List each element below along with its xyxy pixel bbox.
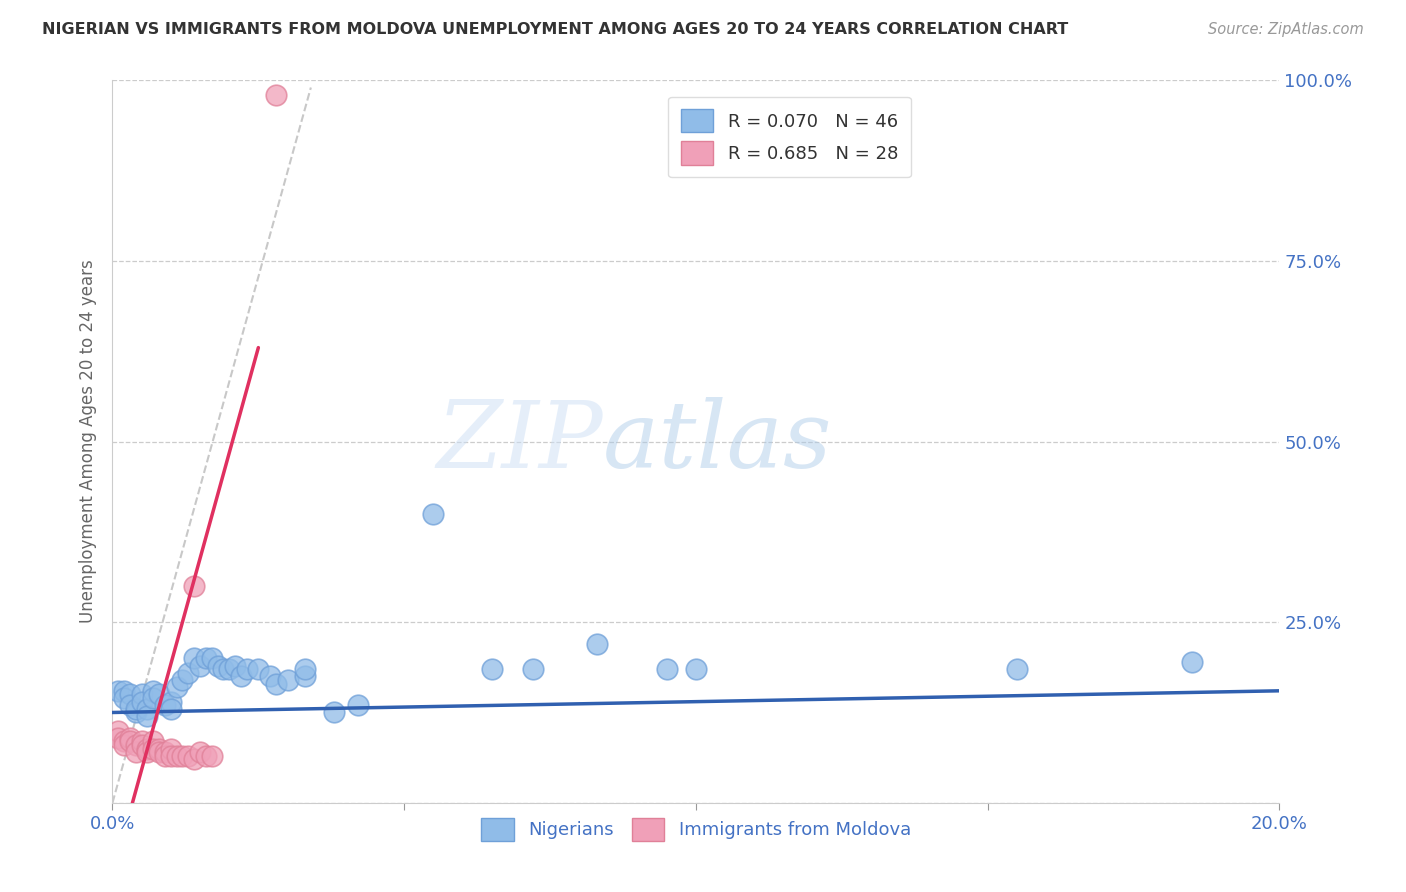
Point — [131, 738, 153, 752]
Point — [160, 695, 183, 709]
Point — [685, 662, 707, 676]
Point — [112, 691, 135, 706]
Point — [172, 673, 194, 687]
Point — [142, 741, 165, 756]
Point — [177, 665, 200, 680]
Point — [294, 662, 316, 676]
Point — [194, 748, 217, 763]
Point — [107, 731, 129, 745]
Point — [112, 734, 135, 748]
Point — [166, 680, 188, 694]
Point — [160, 741, 183, 756]
Point — [224, 658, 246, 673]
Point — [323, 706, 346, 720]
Point — [148, 745, 170, 759]
Point — [153, 748, 176, 763]
Point — [107, 723, 129, 738]
Point — [125, 745, 148, 759]
Text: Source: ZipAtlas.com: Source: ZipAtlas.com — [1208, 22, 1364, 37]
Legend: Nigerians, Immigrants from Moldova: Nigerians, Immigrants from Moldova — [474, 810, 918, 848]
Text: ZIP: ZIP — [436, 397, 603, 486]
Point — [125, 702, 148, 716]
Point — [229, 669, 252, 683]
Point — [125, 706, 148, 720]
Point — [201, 748, 224, 763]
Point — [142, 691, 165, 706]
Point — [148, 741, 170, 756]
Point — [125, 738, 148, 752]
Point — [183, 579, 205, 593]
Point — [1181, 655, 1204, 669]
Point — [136, 745, 159, 759]
Point — [422, 507, 444, 521]
Point — [247, 662, 270, 676]
Point — [112, 683, 135, 698]
Text: atlas: atlas — [603, 397, 832, 486]
Point — [188, 658, 211, 673]
Point — [585, 637, 607, 651]
Point — [346, 698, 368, 713]
Point — [194, 651, 217, 665]
Point — [172, 748, 194, 763]
Point — [148, 687, 170, 701]
Point — [118, 687, 141, 701]
Point — [160, 748, 183, 763]
Point — [136, 741, 159, 756]
Point — [107, 683, 129, 698]
Text: NIGERIAN VS IMMIGRANTS FROM MOLDOVA UNEMPLOYMENT AMONG AGES 20 TO 24 YEARS CORRE: NIGERIAN VS IMMIGRANTS FROM MOLDOVA UNEM… — [42, 22, 1069, 37]
Point — [166, 748, 188, 763]
Point — [276, 673, 298, 687]
Point — [118, 734, 141, 748]
Point — [294, 669, 316, 683]
Point — [207, 658, 229, 673]
Point — [183, 651, 205, 665]
Point — [177, 748, 200, 763]
Point — [142, 683, 165, 698]
Point — [218, 662, 240, 676]
Point — [481, 662, 503, 676]
Point — [264, 676, 287, 690]
Point — [183, 752, 205, 766]
Point — [136, 702, 159, 716]
Point — [188, 745, 211, 759]
Point — [1005, 662, 1028, 676]
Point — [136, 709, 159, 723]
Point — [201, 651, 224, 665]
Point — [142, 734, 165, 748]
Point — [131, 695, 153, 709]
Point — [153, 698, 176, 713]
Point — [264, 87, 287, 102]
Point — [522, 662, 544, 676]
Point — [153, 745, 176, 759]
Point — [259, 669, 281, 683]
Point — [118, 698, 141, 713]
Point — [112, 738, 135, 752]
Point — [212, 662, 235, 676]
Point — [160, 702, 183, 716]
Point — [655, 662, 678, 676]
Point — [131, 687, 153, 701]
Point — [235, 662, 257, 676]
Y-axis label: Unemployment Among Ages 20 to 24 years: Unemployment Among Ages 20 to 24 years — [79, 260, 97, 624]
Point — [118, 731, 141, 745]
Point — [131, 734, 153, 748]
